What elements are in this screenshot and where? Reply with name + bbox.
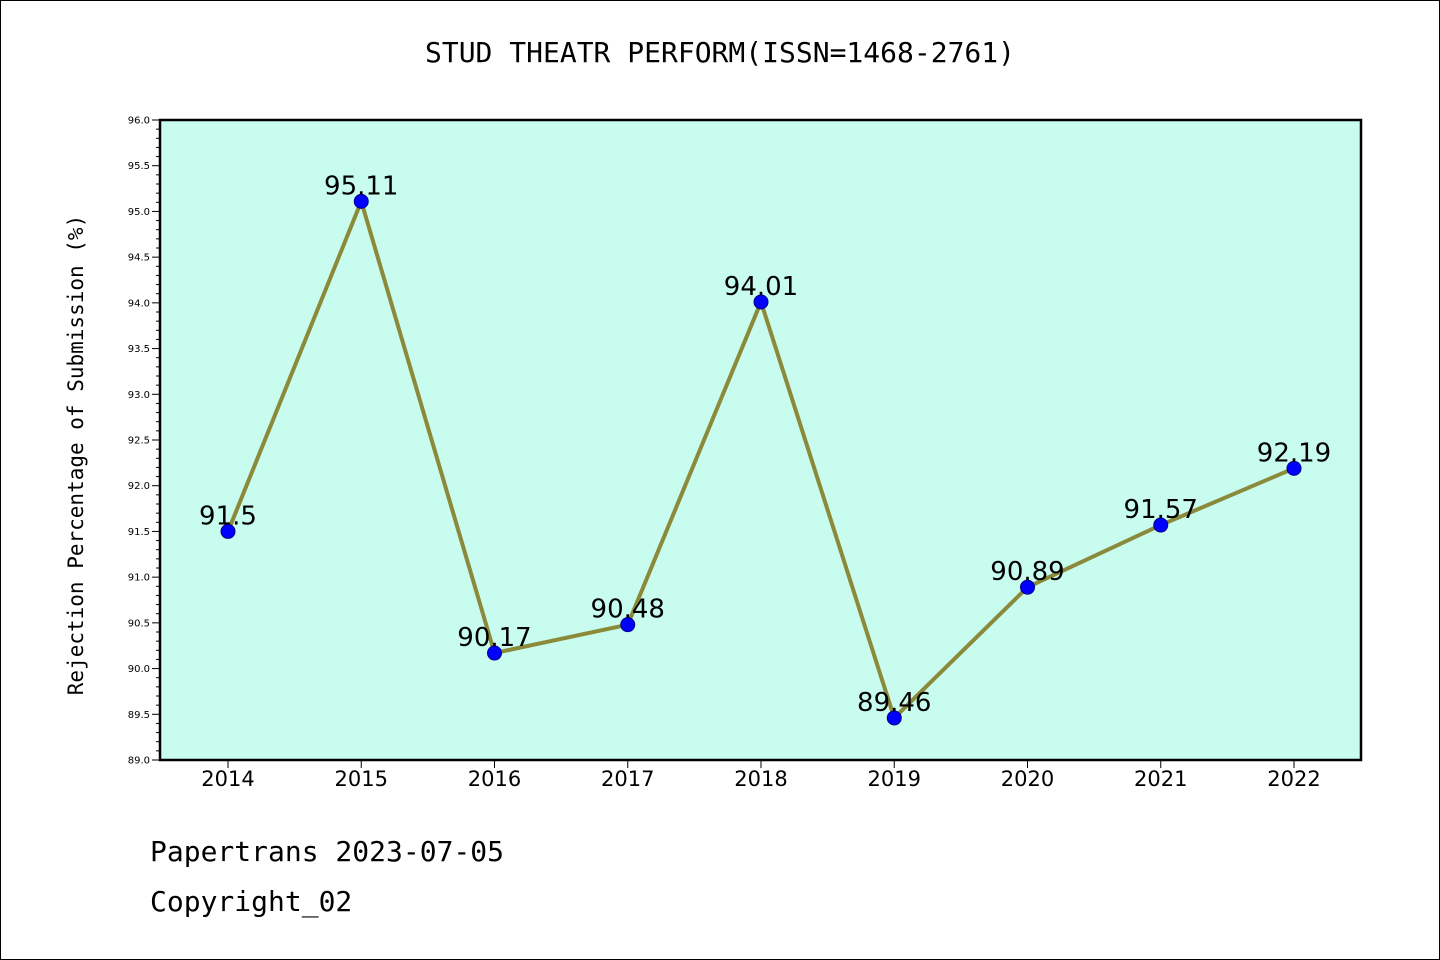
- data-label: 91.5: [199, 501, 257, 531]
- x-tick-label: 2015: [335, 767, 388, 791]
- chart-title: STUD THEATR PERFORM(ISSN=1468-2761): [424, 36, 1015, 69]
- x-tick-label: 2017: [601, 767, 654, 791]
- data-point: [1153, 517, 1169, 533]
- data-point: [1286, 460, 1302, 476]
- x-tick-label: 2019: [868, 767, 921, 791]
- plot-area: [160, 120, 1361, 760]
- footer-date-line: Papertrans 2023-07-05: [150, 835, 505, 868]
- data-point: [886, 710, 902, 726]
- y-tick-label: 93.5: [128, 344, 150, 355]
- y-tick-label: 89.0: [128, 756, 150, 767]
- y-tick-label: 95.0: [128, 207, 150, 218]
- y-tick-label: 89.5: [128, 710, 150, 721]
- y-tick-label: 92.0: [128, 481, 150, 492]
- data-point: [1020, 579, 1035, 595]
- y-tick-label: 96.0: [128, 116, 150, 127]
- y-tick-label: 92.5: [128, 436, 150, 447]
- x-tick-label: 2018: [734, 767, 787, 791]
- x-tick-label: 2016: [468, 767, 521, 791]
- y-tick-label: 95.5: [128, 161, 150, 172]
- x-tick-label: 2020: [1001, 767, 1054, 791]
- y-tick-label: 91.0: [128, 573, 150, 584]
- y-tick-label: 94.0: [128, 298, 150, 309]
- plot-border: [158, 118, 1363, 762]
- data-label: 92.19: [1257, 438, 1331, 468]
- data-label: 90.48: [591, 595, 665, 625]
- y-tick-label: 91.5: [128, 527, 150, 538]
- y-tick-label: 90.5: [128, 618, 150, 629]
- data-label: 90.89: [990, 557, 1064, 587]
- y-tick-label: 90.0: [128, 664, 150, 675]
- data-point: [753, 294, 769, 310]
- y-tick-label: 94.5: [128, 253, 150, 264]
- x-tick-label: 2021: [1134, 767, 1187, 791]
- data-label: 94.01: [724, 272, 798, 302]
- x-tick-label: 2014: [201, 767, 254, 791]
- data-point: [353, 193, 369, 209]
- data-point: [620, 617, 636, 633]
- y-tick-label: 93.0: [128, 390, 150, 401]
- data-label: 89.46: [857, 688, 931, 718]
- data-label: 95.11: [324, 171, 398, 201]
- footer-copyright-line: Copyright_02: [150, 885, 353, 918]
- data-point: [220, 523, 236, 539]
- x-tick-label: 2022: [1267, 767, 1320, 791]
- data-label: 90.17: [457, 623, 531, 653]
- data-point: [487, 645, 502, 661]
- data-label: 91.57: [1124, 495, 1198, 525]
